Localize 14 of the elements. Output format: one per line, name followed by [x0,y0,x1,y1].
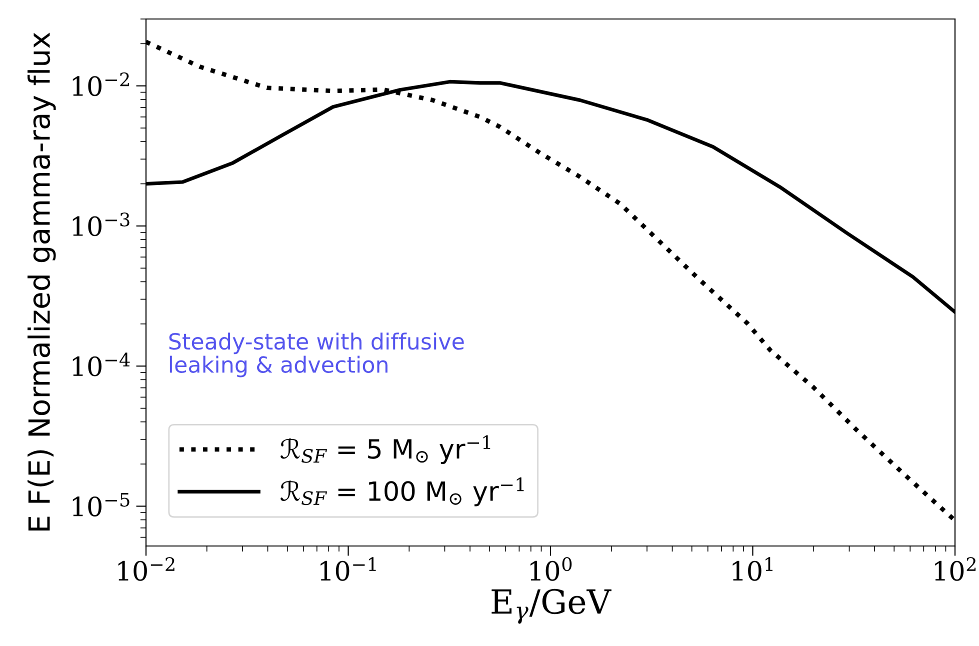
x-axis-title: E$_{γ}$/GeV [492,588,612,624]
legend-label: ℛ$_{SF}$ = 5 M$_{⊙}$ yr$^{−1}$ [280,435,490,464]
y-tick-label: 10$^{−3}$ [72,212,130,236]
x-tick-label: 10$^{2}$ [935,557,976,581]
y-tick-label: 10$^{−4}$ [72,352,130,376]
x-tick-label: 10$^{−1}$ [320,557,376,581]
x-tick-label: 10$^{−2}$ [118,557,174,581]
x-tick-label: 10$^{1}$ [732,557,772,581]
y-tick-label: 10$^{−5}$ [72,493,130,516]
legend-label: ℛ$_{SF}$ = 100 M$_{⊙}$ yr$^{−1}$ [280,477,524,506]
y-tick-label: 10$^{−2}$ [72,72,129,96]
annotation: Steady-state with diffusive leaking & advection [169,332,464,378]
y-axis-title: E F(E) Normalized gamma-ray flux [28,32,56,531]
x-tick-label: 10$^{0}$ [530,557,572,581]
